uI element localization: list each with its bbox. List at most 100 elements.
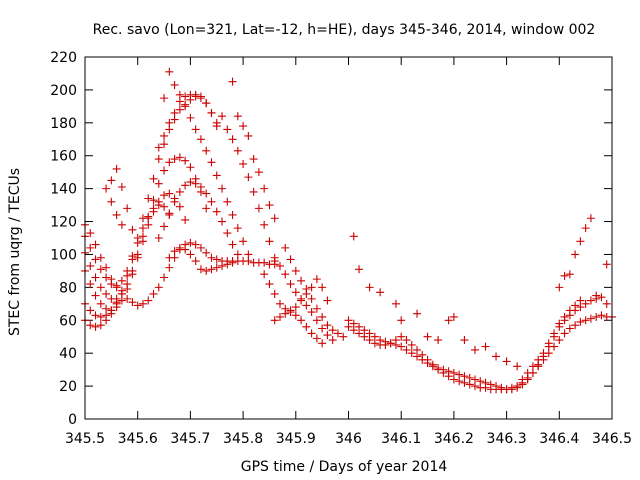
data-point: [370, 339, 379, 348]
data-point: [191, 90, 200, 99]
data-point: [202, 146, 211, 155]
data-point: [333, 329, 342, 338]
data-point: [260, 220, 269, 229]
data-point: [138, 237, 147, 246]
data-point: [355, 265, 364, 274]
data-point: [175, 90, 184, 99]
data-point: [233, 224, 242, 233]
data-point: [228, 210, 237, 219]
data-point: [181, 245, 190, 254]
data-point: [239, 159, 248, 168]
x-tick-label: 345.5: [65, 431, 105, 447]
data-point: [112, 164, 121, 173]
data-point: [402, 345, 411, 354]
data-point: [307, 294, 316, 303]
data-point: [249, 187, 258, 196]
data-point: [160, 140, 169, 149]
data-point: [275, 312, 284, 321]
x-tick-label: 346: [335, 431, 362, 447]
data-point: [502, 357, 511, 366]
data-point: [133, 301, 142, 310]
data-point: [154, 155, 163, 164]
data-point: [586, 314, 595, 323]
data-point: [160, 166, 169, 175]
data-point: [449, 312, 458, 321]
data-point: [138, 224, 147, 233]
x-tick-label: 345.7: [170, 431, 210, 447]
data-point: [397, 342, 406, 351]
data-point: [186, 113, 195, 122]
data-point: [291, 303, 300, 312]
data-point: [170, 247, 179, 256]
data-point: [323, 296, 332, 305]
data-point: [602, 299, 611, 308]
data-point: [265, 201, 274, 210]
data-point: [254, 168, 263, 177]
data-point: [223, 229, 232, 238]
data-point: [565, 324, 574, 333]
data-point: [128, 298, 137, 307]
y-axis-title: STEC from uqrg / TECUs: [7, 168, 23, 336]
data-point: [133, 253, 142, 262]
data-point: [218, 112, 227, 121]
data-point: [86, 261, 95, 270]
data-point: [318, 324, 327, 333]
data-point: [96, 283, 105, 292]
data-point: [170, 155, 179, 164]
data-point: [586, 214, 595, 223]
data-point: [186, 238, 195, 247]
data-point: [191, 240, 200, 249]
data-point: [186, 178, 195, 187]
data-point: [123, 271, 132, 280]
data-point: [202, 248, 211, 257]
data-point: [165, 263, 174, 272]
data-point: [254, 204, 263, 213]
data-point: [297, 296, 306, 305]
data-point: [144, 194, 153, 203]
data-point: [123, 294, 132, 303]
data-point: [302, 301, 311, 310]
data-point: [592, 291, 601, 300]
data-point: [160, 191, 169, 200]
data-point: [91, 311, 100, 320]
data-point: [128, 255, 137, 264]
data-point: [423, 355, 432, 364]
data-point: [117, 182, 126, 191]
data-point: [117, 276, 126, 285]
data-point: [576, 237, 585, 246]
data-point: [102, 289, 111, 298]
data-point: [376, 288, 385, 297]
data-point: [439, 368, 448, 377]
data-point: [212, 118, 221, 127]
data-point: [444, 316, 453, 325]
data-point: [196, 92, 205, 101]
data-point: [423, 332, 432, 341]
data-point: [181, 181, 190, 190]
data-point: [207, 253, 216, 262]
data-point: [202, 266, 211, 275]
data-point: [344, 322, 353, 331]
data-point: [270, 316, 279, 325]
data-point: [455, 377, 464, 386]
data-point: [428, 360, 437, 369]
data-point: [312, 316, 321, 325]
y-tick-label: 200: [50, 83, 77, 99]
data-point: [86, 306, 95, 315]
data-point: [149, 196, 158, 205]
x-tick-label: 346.2: [434, 431, 474, 447]
data-point: [228, 240, 237, 249]
x-tick-label: 345.8: [223, 431, 263, 447]
data-point: [170, 108, 179, 117]
data-point: [207, 158, 216, 167]
data-point: [460, 378, 469, 387]
data-point: [312, 334, 321, 343]
data-point: [318, 283, 327, 292]
data-point: [518, 375, 527, 384]
data-point: [244, 173, 253, 182]
data-point: [112, 299, 121, 308]
data-point: [202, 189, 211, 198]
data-point: [218, 261, 227, 270]
data-point: [597, 311, 606, 320]
data-point: [86, 321, 95, 330]
data-point: [465, 380, 474, 389]
